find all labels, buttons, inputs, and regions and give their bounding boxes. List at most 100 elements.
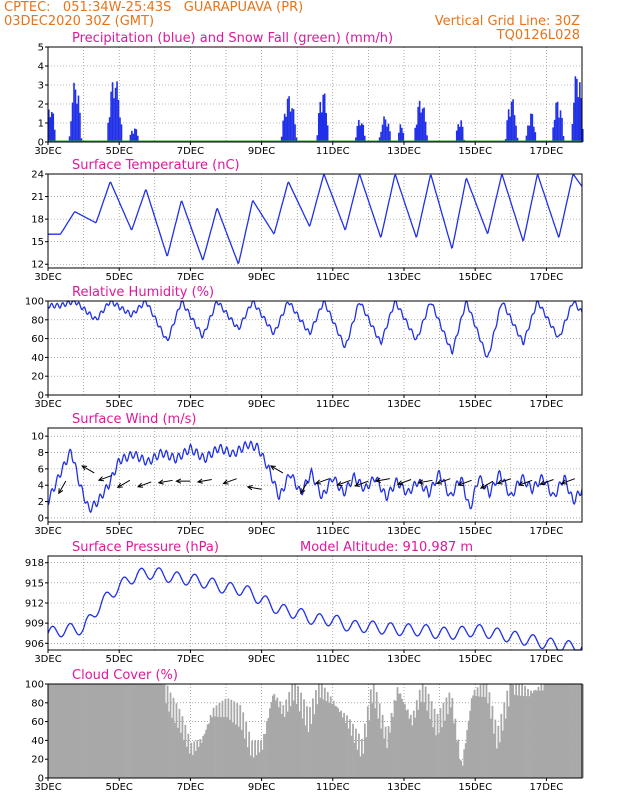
x-tick-label: 5DEC [106,272,133,283]
cloud-bar [128,684,130,778]
precip-bar [528,125,531,142]
cloud-bar [402,701,405,778]
cloud-bar [125,684,127,778]
wind-arrow [436,478,451,485]
pressure-line [47,567,583,651]
precip-bar [326,125,329,142]
cloud-bar [228,719,231,778]
cloud-bar [159,684,162,778]
cloud-bar [117,684,120,778]
cloud-bar [454,718,457,778]
precip-bar [461,126,464,142]
cloud-bar [553,684,556,778]
y-tick-label: 24 [31,170,44,181]
wind-arrow [137,481,152,488]
precip-bar [552,127,554,142]
cloud-bar [88,684,90,778]
cloud-bar [555,684,558,778]
cloud-bar [58,684,61,778]
cloud-bar [134,684,136,778]
cloud-bar [208,723,210,778]
cloud-bar [67,684,70,778]
precip-bar [399,124,402,142]
precip-bar [418,100,421,142]
cloud-bar [393,700,396,778]
cloud-bar [420,701,423,778]
x-tick-label: 17DEC [530,782,564,793]
cloud-bar [392,716,394,778]
cloud-bar [174,722,176,778]
wind-arrow-shaft [561,478,576,484]
x-tick-label: 9DEC [248,146,275,157]
x-tick-label: 7DEC [177,782,204,793]
cloud-bar [220,717,222,778]
wind-arrow [246,485,262,491]
cloud-bar [266,721,268,778]
cloud-bar [466,730,469,778]
wind-arrow-shaft [480,480,494,489]
cloud-bar [547,684,550,778]
wind-arrow-head [175,478,182,484]
x-tick-label: 9DEC [248,272,275,283]
cloud-bar [546,684,549,778]
precip-bar [323,93,326,142]
cloud-bar [147,684,150,778]
wind-arrow-head [196,478,203,484]
precip-bar [74,89,77,142]
cloud-bar [151,684,154,778]
cloud-bar [445,697,448,778]
cloud-bar [435,735,437,778]
cloud-bar [214,716,216,778]
wind-arrow [396,479,412,486]
wind-arrow [417,479,433,485]
panel-temperature: 12 15 18 21 24 3DEC 5DEC 7DEC 9DEC 11DEC 13DEC 15DE… [31,158,583,283]
cloud-bar [491,705,494,778]
cloud-bar [334,705,337,778]
cloud-bar [417,709,420,778]
cloud-bar [484,697,486,778]
precip-bar [398,132,400,142]
cloud-bar [381,714,384,778]
cloud-bar [476,687,479,778]
cloud-bar [273,693,276,778]
precip-bar [134,128,136,142]
temperature-line [48,173,583,265]
wind-arrow-shaft [58,480,67,494]
humidity-line [47,300,583,358]
cloud-bar [355,728,357,778]
cloud-bar [346,715,348,778]
precip-bars [48,76,584,142]
cloud-bar [153,684,156,778]
cloud-bar [369,689,372,778]
cloud-bar [436,713,439,778]
cloud-bar [304,725,307,778]
cloud-bar [411,725,414,778]
cloud-bar [233,701,236,778]
x-tick-label: 15DEC [458,272,492,283]
precip-bar [283,113,286,142]
precip-bar [76,103,78,142]
cloud-bar [442,702,445,778]
precip-bar [291,108,293,142]
panel-title: Precipitation (blue) and Snow Fall (gree… [72,31,393,46]
cloud-bar [478,696,480,778]
precip-bar [108,117,111,142]
cloud-bar [372,684,375,778]
cloud-bar [325,701,328,778]
cloud-bar [565,684,568,778]
cloud-bar [507,706,510,778]
cloud-bar [243,738,246,778]
cloud-bar [322,699,325,778]
cloud-bar [239,705,242,778]
cloud-bar [337,708,340,778]
cloud-bar [138,684,141,778]
panel-title: Surface Pressure (hPa) [72,540,219,555]
cloud-bar [71,684,74,778]
cloud-bar [205,729,208,778]
cloud-bar [126,684,129,778]
precip-bar [132,133,135,142]
cloud-bar [356,749,359,778]
cloud-bar [444,720,446,778]
cloud-bar [577,684,580,778]
precip-bar [381,124,384,142]
